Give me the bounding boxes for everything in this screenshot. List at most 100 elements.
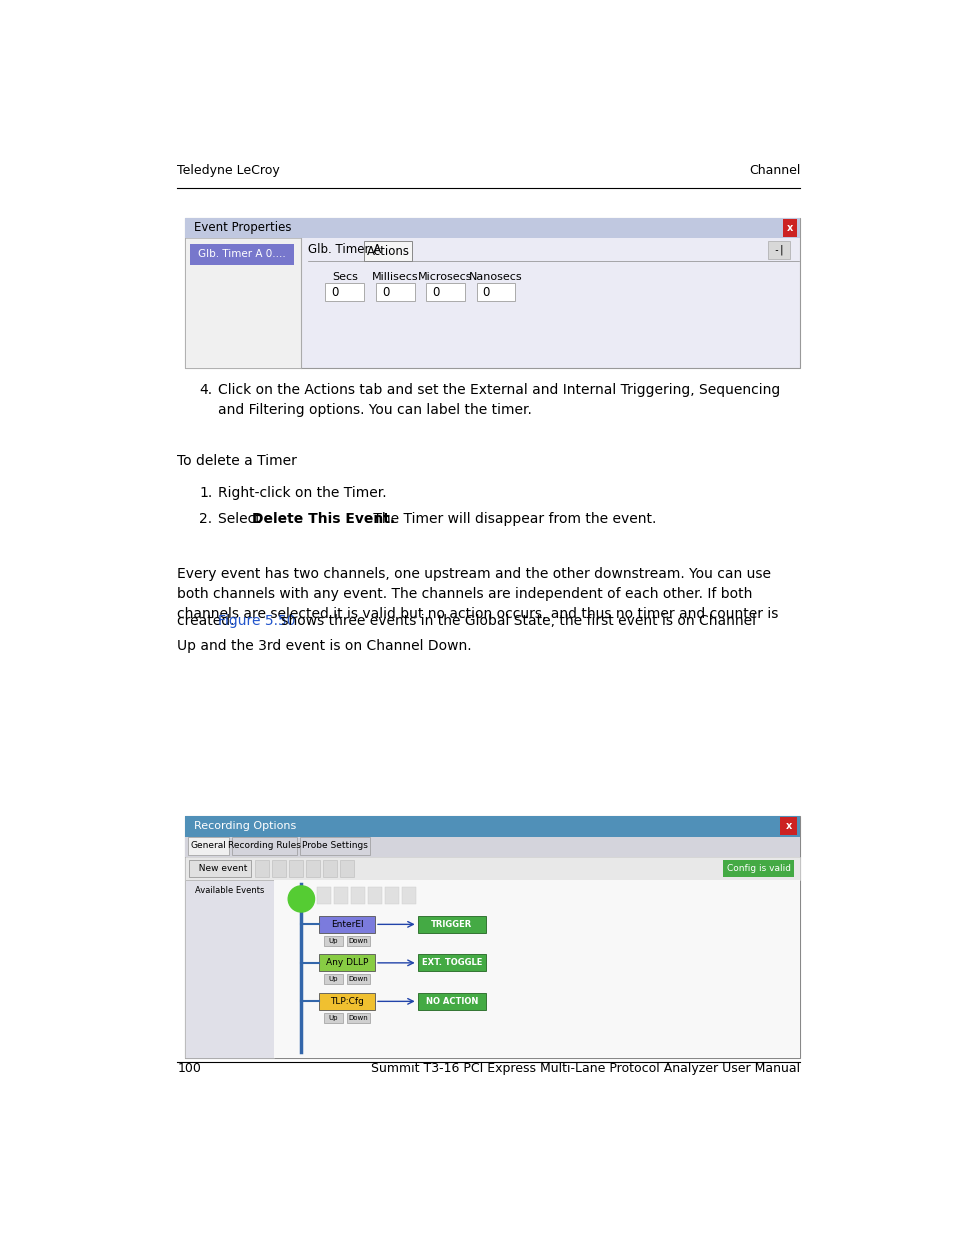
Text: Nanosecs: Nanosecs: [469, 272, 522, 282]
Text: shows three events in the Global State, the first event is on Channel: shows three events in the Global State, …: [276, 615, 755, 629]
Bar: [316, 888, 331, 904]
Bar: [334, 888, 348, 904]
Text: Any DLLP: Any DLLP: [326, 958, 368, 967]
Bar: [417, 955, 485, 972]
Bar: [254, 860, 269, 877]
Text: RUN: RUN: [293, 895, 310, 902]
Text: Figure 5.50: Figure 5.50: [218, 615, 295, 629]
Bar: [323, 974, 343, 984]
Bar: [185, 816, 800, 836]
Bar: [232, 836, 296, 855]
Circle shape: [288, 885, 314, 911]
Text: General: General: [191, 841, 226, 851]
Bar: [185, 857, 800, 879]
Bar: [368, 888, 381, 904]
Text: 0: 0: [332, 285, 338, 299]
Text: TRIGGER: TRIGGER: [431, 920, 472, 929]
Bar: [364, 241, 412, 262]
Text: New event: New event: [193, 863, 247, 873]
Bar: [340, 860, 354, 877]
Bar: [185, 836, 800, 857]
Bar: [323, 1013, 343, 1023]
Bar: [319, 955, 375, 972]
Text: Summit T3-16 PCI Express Multi-Lane Protocol Analyzer User Manual: Summit T3-16 PCI Express Multi-Lane Prot…: [371, 1062, 800, 1074]
Text: Down: Down: [349, 1015, 368, 1021]
Bar: [185, 879, 274, 1058]
Text: Up and the 3rd event is on Channel Down.: Up and the 3rd event is on Channel Down.: [177, 638, 472, 653]
Bar: [185, 879, 800, 1058]
Bar: [325, 283, 364, 301]
Text: 0: 0: [482, 285, 490, 299]
Text: NO ACTION: NO ACTION: [425, 997, 477, 1005]
Text: Down: Down: [349, 937, 368, 944]
Text: Available Events: Available Events: [194, 885, 264, 895]
Text: x: x: [786, 222, 793, 233]
Bar: [185, 217, 800, 238]
Text: Delete This Event.: Delete This Event.: [252, 511, 395, 526]
Text: Recording Rules: Recording Rules: [228, 841, 300, 851]
Bar: [351, 888, 365, 904]
Text: Event Properties: Event Properties: [194, 221, 292, 235]
Bar: [402, 888, 416, 904]
Text: TLP:Cfg: TLP:Cfg: [330, 997, 364, 1005]
Text: x: x: [785, 821, 791, 831]
Bar: [185, 816, 800, 1058]
Text: Down: Down: [349, 977, 368, 982]
Text: To delete a Timer: To delete a Timer: [177, 454, 297, 468]
Text: 1.: 1.: [199, 487, 213, 500]
Text: Config is valid: Config is valid: [726, 863, 790, 873]
Text: Probe Settings: Probe Settings: [301, 841, 367, 851]
Bar: [782, 219, 797, 237]
Bar: [185, 238, 301, 368]
Text: Channel: Channel: [748, 164, 800, 178]
Text: EnterEI: EnterEI: [331, 920, 363, 929]
Bar: [323, 860, 336, 877]
Bar: [780, 818, 797, 835]
Text: The Timer will disappear from the event.: The Timer will disappear from the event.: [369, 511, 656, 526]
Bar: [289, 860, 303, 877]
Bar: [185, 217, 800, 368]
Bar: [767, 241, 789, 259]
Text: 0: 0: [432, 285, 439, 299]
Text: EXT. TOGGLE: EXT. TOGGLE: [421, 958, 481, 967]
Text: 2.: 2.: [199, 511, 212, 526]
Bar: [272, 860, 286, 877]
Bar: [190, 243, 294, 266]
Bar: [274, 879, 800, 1058]
Bar: [299, 836, 369, 855]
Bar: [417, 916, 485, 932]
Text: Up: Up: [329, 937, 338, 944]
Text: 4.: 4.: [199, 383, 212, 396]
Bar: [188, 836, 229, 855]
Bar: [417, 993, 485, 1010]
Text: -|: -|: [772, 245, 783, 256]
Text: Every event has two channels, one upstream and the other downstream. You can use: Every event has two channels, one upstre…: [177, 567, 778, 621]
Text: Click on the Actions tab and set the External and Internal Triggering, Sequencin: Click on the Actions tab and set the Ext…: [217, 383, 780, 417]
Bar: [722, 860, 794, 877]
Text: Glb. Timer A 0....: Glb. Timer A 0....: [198, 249, 286, 259]
Bar: [385, 888, 398, 904]
Bar: [347, 974, 370, 984]
Text: Teledyne LeCroy: Teledyne LeCroy: [177, 164, 280, 178]
Bar: [476, 283, 515, 301]
Bar: [319, 916, 375, 932]
Text: Millisecs: Millisecs: [372, 272, 418, 282]
Text: created.: created.: [177, 615, 239, 629]
Bar: [306, 860, 319, 877]
Text: Secs: Secs: [332, 272, 357, 282]
Text: Microsecs: Microsecs: [417, 272, 473, 282]
Bar: [426, 283, 464, 301]
Text: 100: 100: [177, 1062, 201, 1074]
Bar: [319, 993, 375, 1010]
Text: Recording Options: Recording Options: [194, 821, 296, 831]
Bar: [323, 936, 343, 946]
Text: Select: Select: [217, 511, 265, 526]
Bar: [189, 860, 251, 877]
Text: Actions: Actions: [366, 245, 409, 258]
Text: Right-click on the Timer.: Right-click on the Timer.: [217, 487, 386, 500]
Bar: [375, 283, 415, 301]
Text: Up: Up: [329, 1015, 338, 1021]
Text: 0: 0: [381, 285, 389, 299]
Text: Up: Up: [329, 977, 338, 982]
Text: Glb. Timer A: Glb. Timer A: [307, 242, 380, 256]
